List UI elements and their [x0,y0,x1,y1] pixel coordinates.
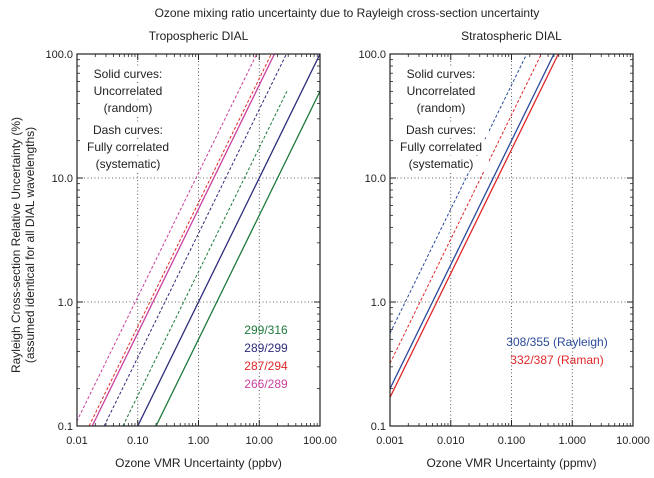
panel-title: Tropospheric DIAL [149,29,249,43]
annotation-background [393,139,489,154]
series-line-dashed [77,54,258,423]
y-tick-label: 10.0 [52,173,73,185]
x-tick-label: 0.01 [66,435,87,447]
panel-title: Stratospheric DIAL [461,29,562,43]
legend-entry: 332/387 (Raman) [510,353,603,367]
annotation-text: (systematic) [409,157,474,171]
series-line-dashed [103,54,287,426]
stratospheric-panel: 0.001 0.010 0.100 1.000 10.000 0.1 1.0 10.0 100.… [358,29,649,470]
x-tick-label: 0.10 [127,435,148,447]
figure-title: Ozone mixing ratio uncertainty due to Ra… [155,6,540,20]
annotation-text: Fully correlated [400,140,482,154]
y-tick-label: 10.0 [365,173,386,185]
x-axis-label: Ozone VMR Uncertainty (ppbv) [115,456,282,470]
annotation-text: Solid curves: [94,67,163,81]
legend-entry: 299/316 [244,323,288,337]
annotation-text: (random) [417,101,466,115]
y-tick-label: 100.0 [45,49,73,61]
series-line-dashed [390,54,542,364]
annotation-background [80,156,176,171]
x-tick-label: 1.000 [558,435,586,447]
x-tick-label: 0.001 [376,435,404,447]
annotation-background [80,100,176,115]
tropospheric-panel: 0.01 0.10 1.00 10.00 100.00 0.1 1.0 10.0 100.0 Tr… [45,29,336,470]
annotation-background [80,139,176,154]
legend-entry: 289/299 [244,341,288,355]
annotation-text: Uncorrelated [94,84,163,98]
y-tick-label: 100.0 [358,49,386,61]
plot-frame [76,53,321,427]
series-line-solid [137,54,320,426]
series-line-solid [91,54,276,426]
annotation-text: Uncorrelated [407,84,476,98]
annotation-text: Dash curves: [93,123,163,137]
y-tick-label: 0.1 [58,421,73,433]
legend-entry: 308/355 (Rayleigh) [506,335,607,349]
annotation-background [80,122,176,137]
y-tick-label: 1.0 [371,297,386,309]
annotation-text: (systematic) [96,157,161,171]
series-line-dashed [390,54,528,334]
x-tick-label: 10.000 [616,435,650,447]
series-group [390,54,559,398]
x-tick-label: 0.010 [437,435,465,447]
y-axis-label-line1: Rayleigh Cross-section Relative Uncertai… [9,117,23,373]
series-line-dashed [122,91,288,426]
x-tick-label: 100.00 [303,435,337,447]
annotation-background [393,83,489,98]
annotation-background [393,100,489,115]
annotation-background [80,83,176,98]
x-tick-label: 0.100 [498,435,526,447]
annotation-background [393,156,489,171]
y-tick-label: 1.0 [58,297,73,309]
legend-entry: 287/294 [244,359,288,373]
legend-entry: 266/289 [244,377,288,391]
x-axis-label: Ozone VMR Uncertainty (ppmv) [426,456,596,470]
annotation-text: Solid curves: [407,67,476,81]
annotation-text: (random) [104,101,153,115]
series-line-solid [390,54,555,389]
annotation-background [80,66,176,81]
x-tick-label: 10.00 [245,435,273,447]
annotation-background [393,66,489,81]
series-group [77,54,320,426]
series-line-dashed [88,54,272,426]
y-tick-label: 0.1 [371,421,386,433]
series-line-solid [155,91,320,426]
y-axis-label-line2: (assumed identical for all DIAL waveleng… [23,127,37,363]
annotation-text: Dash curves: [406,123,476,137]
x-tick-label: 1.00 [188,435,209,447]
plot-frame [389,53,634,427]
annotation-background [393,122,489,137]
annotation-text: Fully correlated [87,140,169,154]
series-line-solid [390,54,559,398]
